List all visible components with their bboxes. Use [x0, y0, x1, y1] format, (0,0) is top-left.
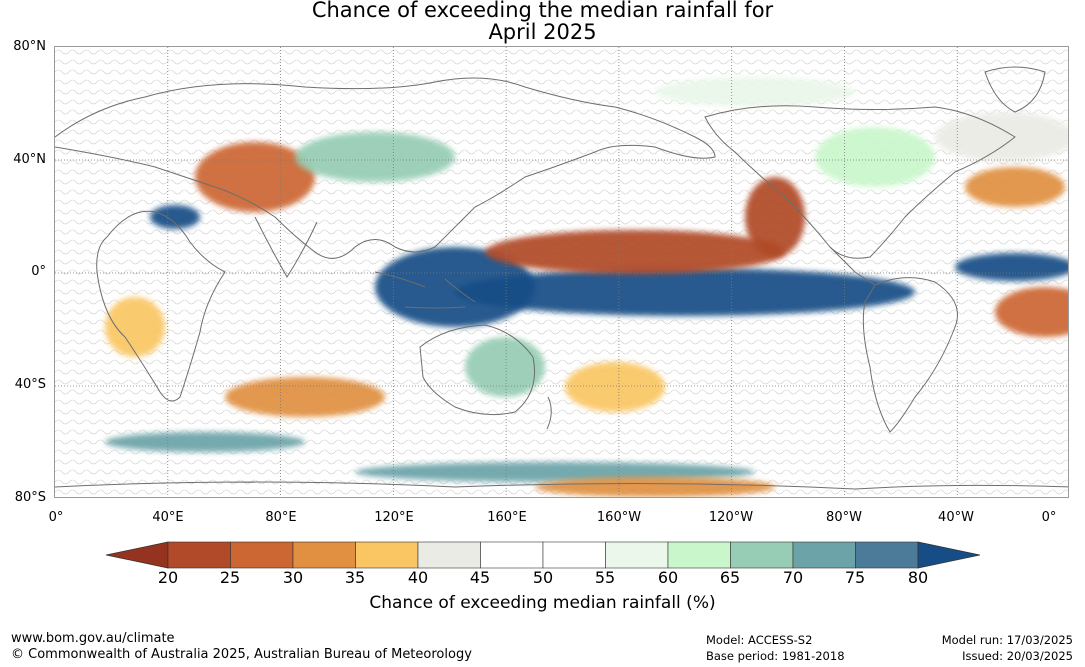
- colorbar-cell: [167, 541, 231, 569]
- greenland-coast: [984, 66, 1046, 113]
- india-coast: [254, 216, 318, 278]
- colorbar-tick-60: 60: [657, 568, 679, 587]
- orange-field-antarctic: [535, 477, 775, 497]
- footer-base-period: Base period: 1981-2018: [706, 649, 845, 663]
- lon-label-0-east: 0°: [1041, 510, 1057, 525]
- footer-source: www.bom.gov.au/climate © Commonwealth of…: [11, 631, 472, 663]
- lon-label-80w: 80°W: [826, 510, 862, 525]
- map-title-line1: Chance of exceeding the median rainfall …: [311, 0, 774, 22]
- footer-dates: Model run: 17/03/2025 Issued: 20/03/2025: [942, 632, 1073, 664]
- colorbar-cell: [230, 541, 294, 569]
- grey-field-north-atlantic: [935, 112, 1068, 162]
- lon-label-160e: 160°E: [487, 510, 527, 525]
- lon-label-40w: 40°W: [938, 510, 974, 525]
- colorbar-cell: [605, 541, 669, 569]
- lon-label-80e: 80°E: [265, 510, 297, 525]
- colorbar-cell: [730, 541, 794, 569]
- lat-label-80s: 80°S: [14, 490, 46, 505]
- blue-band-equatorial-pacific: [455, 268, 915, 316]
- colorbar-tick-45: 45: [469, 568, 491, 587]
- orange-field-south-indian-ocean: [225, 377, 385, 417]
- orange-field-west-atlantic: [965, 167, 1065, 207]
- lat-label-40n: 40°N: [13, 152, 46, 167]
- red-field-mexico: [745, 177, 805, 257]
- green-field-australia: [465, 337, 545, 397]
- red-band-north-pacific: [485, 230, 785, 274]
- north-america-coast: [704, 105, 1016, 259]
- colorbar-label: Chance of exceeding median rainfall (%): [369, 593, 716, 613]
- footer-copyright: © Commonwealth of Australia 2025, Austra…: [11, 647, 472, 662]
- map-canvas: [55, 47, 1068, 497]
- colorbar-cell: [292, 541, 356, 569]
- lon-label-160w: 160°W: [596, 510, 642, 525]
- australia-coast: [419, 324, 536, 416]
- colorbar-tick-20: 20: [157, 568, 179, 587]
- colorbar-cell: [417, 541, 481, 569]
- colorbar-tick-35: 35: [344, 568, 366, 587]
- orange-field-southern-africa: [105, 297, 165, 357]
- blue-field-arabian-sea: [150, 205, 200, 229]
- graticule: [55, 47, 1068, 497]
- orange-field-middle-east: [195, 142, 315, 212]
- colorbar-extend-high: [917, 541, 980, 569]
- colorbar-tick-40: 40: [407, 568, 429, 587]
- footer-website: www.bom.gov.au/climate: [11, 631, 175, 646]
- footer-model-info: Model: ACCESS-S2 Base period: 1981-2018: [706, 632, 845, 664]
- new-zealand-coast: [546, 396, 552, 430]
- colorbar-tick-25: 25: [219, 568, 241, 587]
- coastlines: [55, 66, 1068, 490]
- teal-band-southern-indian: [105, 432, 305, 452]
- lat-label-80n: 80°N: [13, 39, 46, 54]
- lon-label-0: 0°: [48, 510, 64, 525]
- footer-issued: Issued: 20/03/2025: [962, 649, 1073, 663]
- colorbar-cell: [792, 541, 856, 569]
- central-america-coast: [829, 246, 876, 286]
- antarctica-coast: [55, 481, 1068, 490]
- colorbar-cell: [355, 541, 419, 569]
- colorbar: [106, 541, 980, 569]
- rainfall-probability-map: [54, 46, 1069, 498]
- lon-label-120w: 120°W: [708, 510, 754, 525]
- south-america-coast: [862, 277, 958, 433]
- green-field-north-america: [815, 127, 935, 187]
- green-field-arctic: [655, 77, 855, 107]
- colorbar-tick-75: 75: [844, 568, 866, 587]
- eurasia-coast: [55, 77, 716, 259]
- colorbar-tick-65: 65: [719, 568, 741, 587]
- probability-fields: [105, 77, 1068, 497]
- orange-field-south-pacific: [565, 362, 665, 412]
- orange-field-south-atlantic: [995, 287, 1068, 337]
- colorbar-tick-70: 70: [782, 568, 804, 587]
- colorbar-tick-55: 55: [594, 568, 616, 587]
- africa-coast: [96, 210, 226, 402]
- colorbar-tick-50: 50: [532, 568, 554, 587]
- blue-band-atlantic: [955, 253, 1068, 281]
- colorbar-extend-low: [106, 541, 169, 569]
- lon-label-40e: 40°E: [152, 510, 184, 525]
- green-field-central-asia: [295, 132, 455, 182]
- lat-label-40s: 40°S: [14, 377, 46, 392]
- footer-model: Model: ACCESS-S2: [706, 633, 813, 647]
- footer-model-run: Model run: 17/03/2025: [941, 633, 1073, 647]
- colorbar-cell: [667, 541, 731, 569]
- colorbar-tick-30: 30: [282, 568, 304, 587]
- lon-label-120e: 120°E: [374, 510, 414, 525]
- colorbar-cell: [542, 541, 606, 569]
- colorbar-tick-80: 80: [907, 568, 929, 587]
- colorbar-cell: [855, 541, 919, 569]
- map-title-line2: April 2025: [488, 20, 597, 44]
- lat-label-equator: 0°: [31, 264, 46, 279]
- colorbar-cell: [480, 541, 544, 569]
